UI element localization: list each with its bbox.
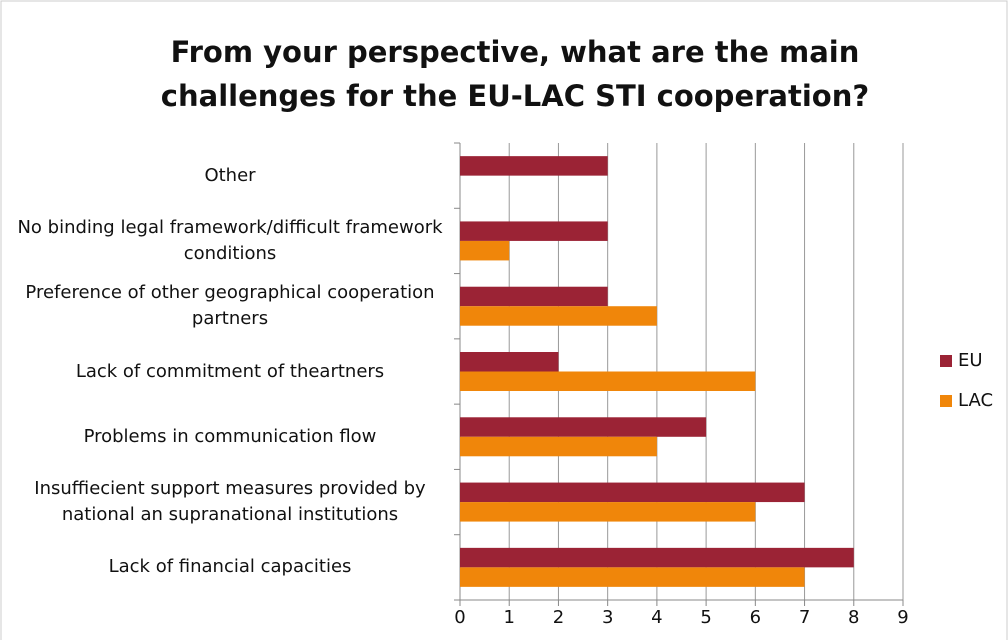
y-tick-label: Other <box>204 164 256 186</box>
x-tick-label: 7 <box>799 607 810 628</box>
y-tick-label: Preference of other geographical coopera… <box>25 282 435 330</box>
x-tick-label: 9 <box>897 607 908 628</box>
y-tick-label: Lack of financial capacities <box>108 556 352 578</box>
bar <box>460 156 608 176</box>
x-tick-label: 4 <box>651 607 662 628</box>
bar <box>460 240 510 261</box>
bar <box>460 371 756 391</box>
bar <box>460 482 805 503</box>
legend-swatch <box>940 355 952 367</box>
bar <box>460 306 657 326</box>
bar <box>460 286 608 307</box>
x-tick-label: 3 <box>602 607 613 628</box>
legend-swatch <box>940 395 952 407</box>
x-tick-label: 0 <box>454 607 465 628</box>
x-tick-label: 8 <box>848 607 859 628</box>
y-tick-label: Problems in communication flow <box>83 425 377 447</box>
bar <box>460 417 707 437</box>
y-tick-label: No binding legal framework/difficult fra… <box>17 216 443 264</box>
x-tick-label: 5 <box>700 607 711 628</box>
bar <box>460 502 756 522</box>
legend-label: LAC <box>958 390 993 411</box>
x-tick-label: 1 <box>503 607 514 628</box>
bar <box>460 547 854 568</box>
x-tick-label: 2 <box>553 607 564 628</box>
x-tick-label: 6 <box>750 607 761 628</box>
chart-title: From your perspective, what are the main… <box>160 35 870 113</box>
bar <box>460 352 559 372</box>
bar <box>460 436 657 457</box>
y-tick-label: Insuffiecient support measures provided … <box>34 478 426 526</box>
y-tick-label: Lack of commitment of theartners <box>75 360 385 382</box>
bar <box>460 567 805 587</box>
legend-label: EU <box>958 350 983 371</box>
bar <box>460 221 608 241</box>
